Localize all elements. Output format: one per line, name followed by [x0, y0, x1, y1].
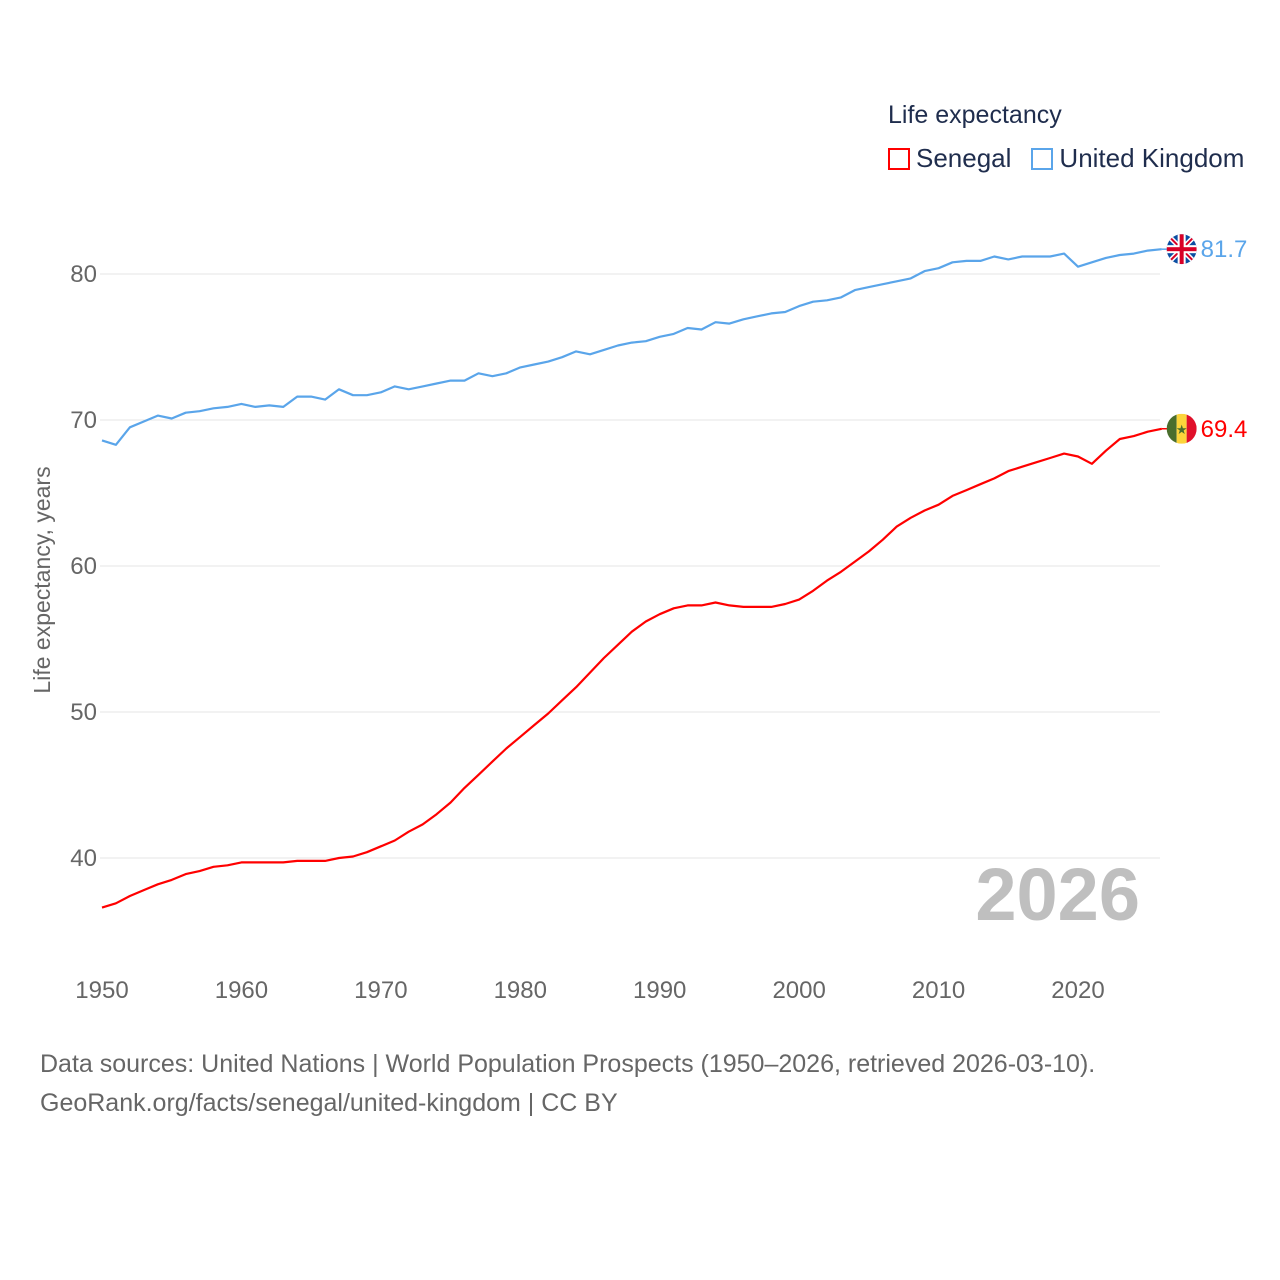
end-value-label: 69.4	[1201, 416, 1248, 443]
y-tick-label: 50	[70, 699, 97, 726]
legend-item-uk[interactable]: United Kingdom	[1031, 143, 1244, 174]
legend-label-uk: United Kingdom	[1059, 143, 1245, 173]
data-source-text: Data sources: United Nations | World Pop…	[40, 1050, 1096, 1078]
x-tick-label: 2010	[912, 977, 965, 1004]
y-tick-label: 80	[70, 261, 97, 288]
year-watermark: 2026	[975, 853, 1140, 936]
y-tick-label: 40	[70, 845, 97, 872]
x-tick-label: 1990	[633, 977, 686, 1004]
attribution-link[interactable]: GeoRank.org/facts/senegal/united-kingdom…	[40, 1089, 618, 1117]
legend-title: Life expectancy	[888, 101, 1062, 129]
x-tick-label: 1980	[494, 977, 547, 1004]
x-tick-label: 2000	[772, 977, 825, 1004]
uk-flag-icon	[1166, 234, 1197, 265]
senegal-flag-icon: ★	[1166, 413, 1197, 444]
legend: Senegal United Kingdom	[888, 143, 1264, 174]
y-axis-label: Life expectancy, years	[29, 466, 55, 693]
legend-swatch-uk	[1031, 147, 1054, 170]
x-tick-label: 1970	[354, 977, 407, 1004]
legend-item-senegal[interactable]: Senegal	[888, 143, 1011, 174]
end-value-label: 81.7	[1201, 236, 1248, 263]
series-line-uk	[101, 248, 1162, 446]
y-tick-label: 60	[70, 553, 97, 580]
y-tick-label: 70	[70, 407, 97, 434]
legend-swatch-senegal	[888, 147, 910, 170]
svg-text:★: ★	[1176, 422, 1188, 437]
x-tick-label: 2020	[1051, 977, 1104, 1004]
x-tick-label: 1950	[75, 977, 128, 1004]
footer: Data sources: United Nations | World Pop…	[40, 1045, 1095, 1123]
series-line-senegal	[101, 427, 1162, 909]
legend-label-senegal: Senegal	[916, 143, 1012, 173]
x-tick-label: 1960	[215, 977, 268, 1004]
